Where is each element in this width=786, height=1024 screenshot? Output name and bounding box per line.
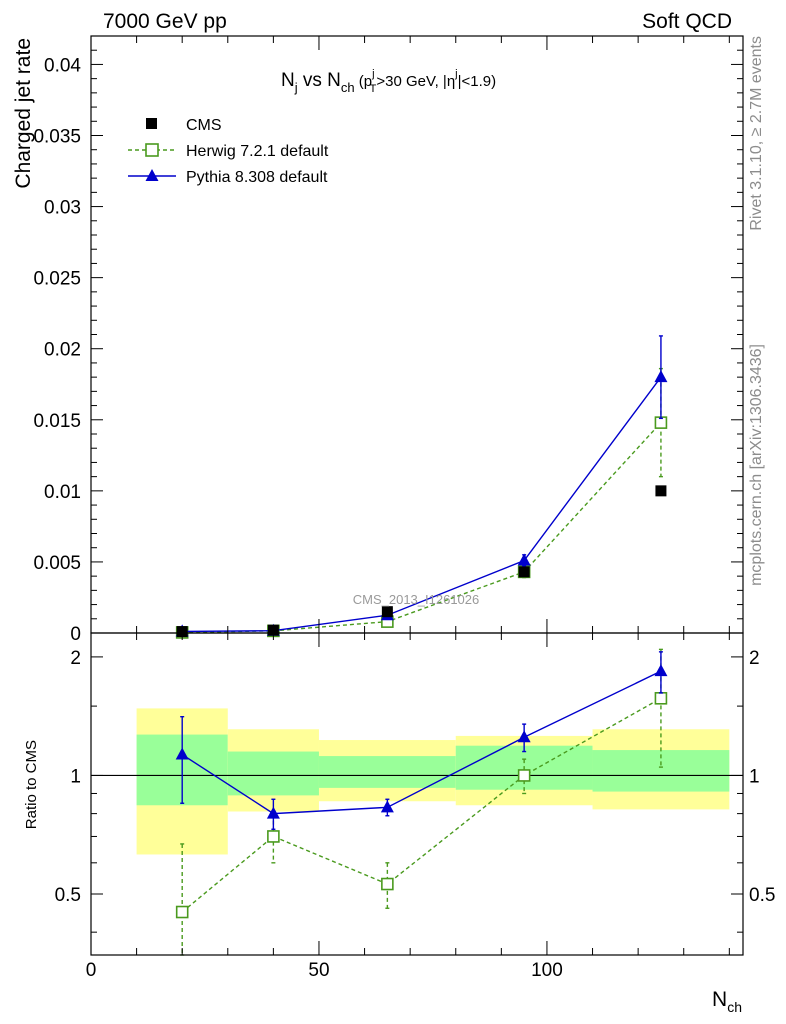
rivet-version-label: Rivet 3.1.10, ≥ 2.7M events	[748, 36, 765, 231]
band-inner-2	[318, 756, 456, 788]
ratio-ytick-label-right-0: 0.5	[749, 885, 775, 906]
main-ytick-label-2: 0.01	[44, 482, 81, 503]
main-ytick-label-5: 0.025	[33, 269, 81, 290]
ratio-herwig-point-0	[175, 905, 189, 919]
ratio-pythia-point-2	[380, 800, 394, 813]
ratio-ytick-label-right-1: 1	[749, 766, 760, 787]
axis-ticks	[90, 36, 743, 955]
ratio-pythia-point-0	[175, 747, 189, 760]
main-ytick-label-3: 0.015	[33, 411, 81, 432]
main-ytick-label-4: 0.02	[44, 340, 81, 361]
ratio-ytick-label-left-1: 1	[70, 766, 81, 787]
x-axis-title: Nch	[712, 988, 742, 1015]
ratio-ytick-label-left-2: 2	[70, 648, 81, 669]
data-series	[175, 335, 668, 956]
ratio-uncertainty-bands	[136, 708, 730, 855]
legend-marker-cms	[146, 118, 157, 129]
ratio-herwig-point-1	[267, 830, 280, 843]
main-ytick-label-6: 0.03	[44, 198, 81, 219]
energy-label: 7000 GeV pp	[103, 10, 227, 33]
axis-tick-labels: 0 0.005 0.01 0.015 0.02 0.025 0.03 0.035 0.04 0 50…	[33, 55, 775, 981]
main-pythia-point-4	[654, 370, 668, 383]
y-axis-title-ratio: Ratio to CMS	[23, 740, 40, 829]
y-axis-title-main: Charged jet rate	[12, 38, 35, 189]
ratio-pythia-point-3	[517, 730, 531, 743]
main-ytick-label-7: 0.035	[33, 127, 81, 148]
ratio-herwig-point-2	[381, 877, 394, 891]
main-cms-point-2	[381, 606, 393, 618]
band-inner-1	[227, 751, 319, 796]
main-pythia-point-3	[517, 553, 531, 566]
legend-marker-herwig	[145, 143, 159, 157]
main-ytick-label-1: 0.005	[33, 553, 81, 574]
legend-label-pythia: Pythia 8.308 default	[186, 169, 328, 186]
xtick-label-2: 100	[531, 960, 563, 981]
main-ytick-label-0: 0	[70, 624, 81, 645]
legend-label-cms: CMS	[186, 117, 222, 134]
legend-label-herwig: Herwig 7.2.1 default	[186, 143, 329, 160]
main-cms-point-3	[518, 566, 530, 578]
legend-marker-pythia	[145, 169, 159, 181]
plot-title: Nj vs Nch (pj T>30 GeV, |ηj|<1.9)	[281, 68, 496, 95]
main-ytick-label-8: 0.04	[44, 55, 81, 76]
ratio-herwig-point-4	[654, 692, 668, 705]
ratio-ytick-label-right-2: 2	[749, 648, 760, 669]
analysis-watermark: CMS_2013_I1261026	[353, 592, 480, 607]
xtick-label-0: 0	[86, 960, 97, 981]
process-label: Soft QCD	[642, 10, 732, 33]
ratio-pythia-point-4	[654, 664, 668, 677]
xtick-label-1: 50	[308, 960, 329, 981]
ratio-plot-frame	[90, 632, 744, 956]
ratio-pythia-point-1	[266, 806, 280, 819]
main-cms-point-4	[655, 485, 667, 497]
ratio-herwig-point-3	[517, 769, 531, 782]
legend: CMS Herwig 7.2.1 default Pythia 8.308 de…	[128, 117, 329, 186]
ratio-ytick-label-left-0: 0.5	[55, 885, 81, 906]
mcplots-label: mcplots.cern.ch [arXiv:1306.3436]	[748, 344, 765, 586]
